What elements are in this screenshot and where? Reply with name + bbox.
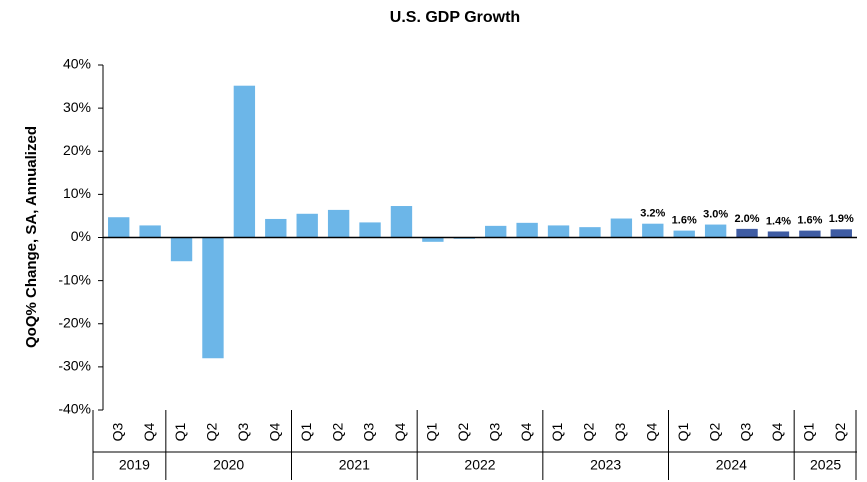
x-tick-label: Q1 xyxy=(172,422,188,441)
bar xyxy=(296,213,318,238)
x-tick-label: Q2 xyxy=(204,422,220,441)
bar xyxy=(799,230,821,238)
x-tick-label: Q2 xyxy=(832,422,848,441)
chart-title: U.S. GDP Growth xyxy=(390,9,520,26)
y-tick-label: -20% xyxy=(58,314,91,330)
bar xyxy=(390,206,413,238)
x-tick-label: Q2 xyxy=(455,422,471,441)
bar xyxy=(327,209,350,238)
bar xyxy=(579,227,601,238)
x-tick-label: Q1 xyxy=(298,422,314,441)
bar xyxy=(704,224,727,238)
x-tick-label: Q2 xyxy=(329,422,345,441)
bar xyxy=(265,218,287,238)
bar xyxy=(673,230,695,238)
bar xyxy=(736,228,758,238)
x-tick-label: Q1 xyxy=(549,422,565,441)
year-label: 2025 xyxy=(810,457,841,473)
bar xyxy=(642,223,664,238)
bar xyxy=(422,237,444,242)
value-label: 1.6% xyxy=(672,215,697,227)
x-tick-label: Q4 xyxy=(141,422,157,441)
x-tick-label: Q2 xyxy=(581,422,597,441)
y-tick-label: -30% xyxy=(58,358,91,374)
y-tick-label: 40% xyxy=(63,56,91,72)
x-tick-label: Q2 xyxy=(706,422,722,441)
year-label: 2020 xyxy=(213,457,244,473)
value-label: 3.0% xyxy=(703,208,728,220)
y-axis-label: QoQ% Change, SA, Annualized xyxy=(23,126,40,348)
bar xyxy=(485,225,507,238)
bar xyxy=(202,237,224,359)
bar xyxy=(610,218,633,238)
bar xyxy=(830,229,852,238)
x-tick-label: Q4 xyxy=(392,422,408,441)
bar xyxy=(547,225,570,238)
x-tick-label: Q4 xyxy=(266,422,282,441)
year-label: 2021 xyxy=(339,457,370,473)
x-tick-label: Q3 xyxy=(361,422,377,441)
y-tick-label: -10% xyxy=(58,271,91,287)
value-label: 1.4% xyxy=(766,215,791,227)
y-tick-label: -40% xyxy=(58,401,91,417)
x-tick-label: Q3 xyxy=(235,422,251,441)
value-label: 2.0% xyxy=(735,213,760,225)
x-tick-label: Q4 xyxy=(643,422,659,441)
bar xyxy=(233,85,256,238)
x-tick-label: Q1 xyxy=(675,422,691,441)
x-tick-label: Q3 xyxy=(612,422,628,441)
x-tick-label: Q3 xyxy=(486,422,502,441)
value-label: 1.9% xyxy=(829,213,854,225)
year-label: 2023 xyxy=(590,457,621,473)
value-label: 3.2% xyxy=(640,208,665,220)
value-label: 1.6% xyxy=(797,215,822,227)
x-tick-label: Q4 xyxy=(518,422,534,441)
y-tick-label: 0% xyxy=(71,228,91,244)
x-tick-label: Q3 xyxy=(738,422,754,441)
y-tick-label: 30% xyxy=(63,99,91,115)
year-label: 2024 xyxy=(716,457,747,473)
x-tick-label: Q1 xyxy=(801,422,817,441)
x-tick-label: Q3 xyxy=(109,422,125,441)
y-tick-label: 20% xyxy=(63,142,91,158)
bar xyxy=(516,222,538,238)
x-tick-label: Q4 xyxy=(769,422,785,441)
bar xyxy=(767,231,790,238)
year-label: 2019 xyxy=(119,457,150,473)
bar xyxy=(170,237,193,262)
year-label: 2022 xyxy=(464,457,495,473)
x-tick-label: Q1 xyxy=(424,422,440,441)
bar xyxy=(108,217,130,238)
bar xyxy=(139,225,161,238)
y-tick-label: 10% xyxy=(63,185,91,201)
bar xyxy=(359,222,381,238)
